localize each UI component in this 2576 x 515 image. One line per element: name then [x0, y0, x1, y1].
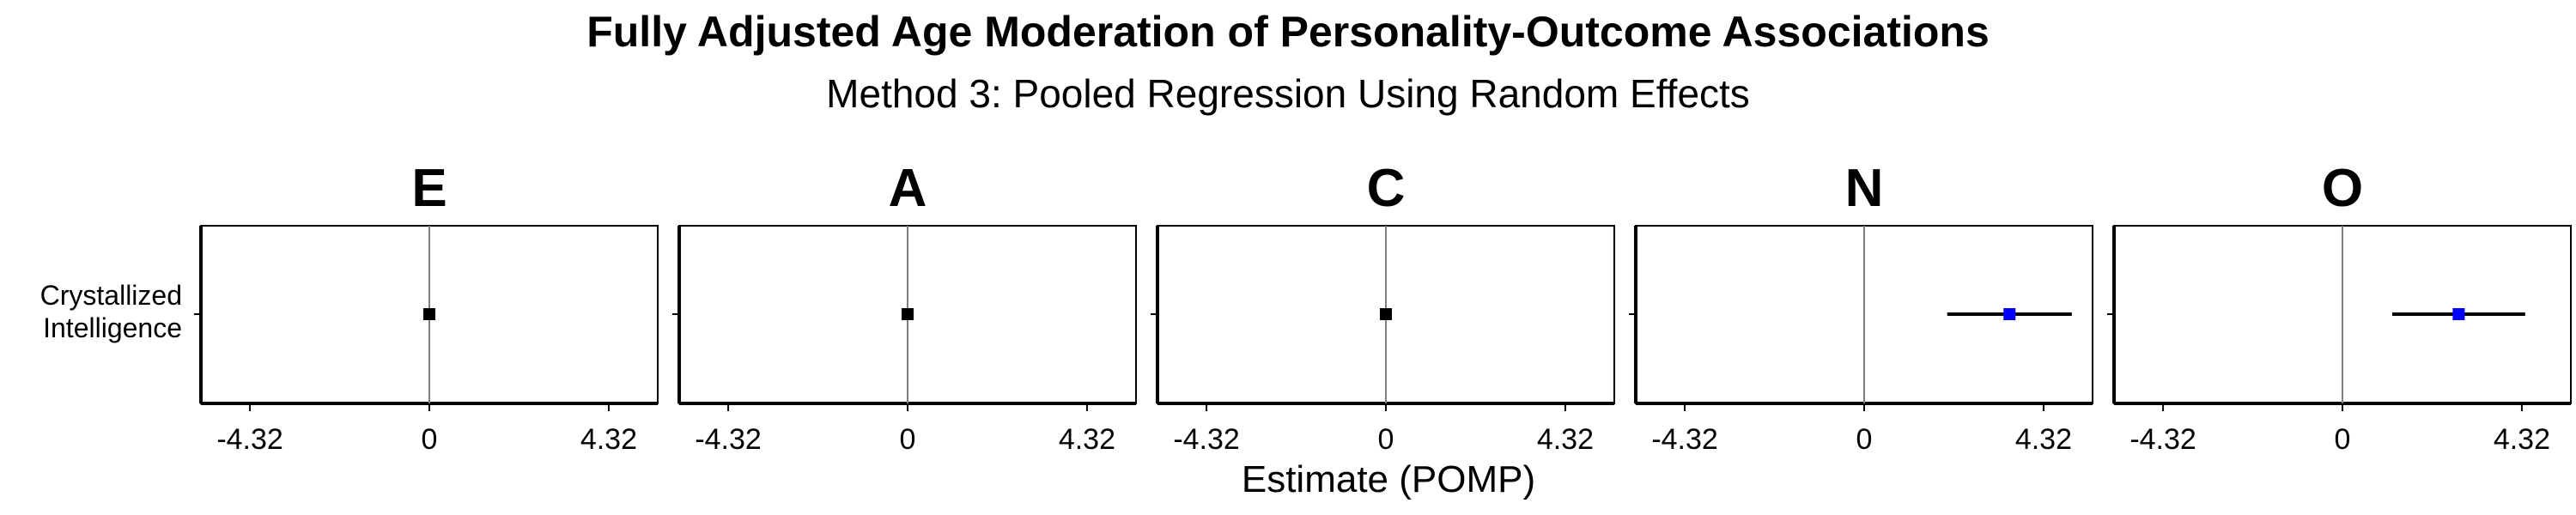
- x-tick-label-e-1: 0: [422, 423, 438, 456]
- x-tick-label-o-0: -4.32: [2129, 423, 2196, 456]
- x-tick-label-n-0: -4.32: [1651, 423, 1718, 456]
- facet-label-e: E: [411, 159, 447, 218]
- x-tick-label-a-0: -4.32: [695, 423, 762, 456]
- x-tick-label-n-1: 0: [1856, 423, 1873, 456]
- x-tick-label-a-2: 4.32: [1059, 423, 1115, 456]
- facet-label-o: O: [2322, 159, 2363, 218]
- point-estimate-c: [1380, 308, 1392, 320]
- x-tick-label-e-2: 4.32: [580, 423, 637, 456]
- x-tick-label-a-1: 0: [900, 423, 916, 456]
- chart-title: Fully Adjusted Age Moderation of Persona…: [586, 8, 1990, 56]
- point-estimate-a: [902, 308, 914, 320]
- x-tick-label-c-1: 0: [1378, 423, 1394, 456]
- x-tick-label-c-2: 4.32: [1537, 423, 1594, 456]
- point-estimate-e: [423, 308, 435, 320]
- point-estimate-n: [2003, 308, 2016, 320]
- chart-subtitle: Method 3: Pooled Regression Using Random…: [826, 71, 1750, 116]
- x-tick-label-c-0: -4.32: [1173, 423, 1240, 456]
- facet-label-c: C: [1367, 159, 1406, 218]
- x-tick-label-e-0: -4.32: [216, 423, 283, 456]
- y-category-label-line-1: Crystallized: [40, 280, 182, 311]
- x-tick-label-o-2: 4.32: [2494, 423, 2550, 456]
- x-tick-label-o-1: 0: [2335, 423, 2351, 456]
- x-axis-title: Estimate (POMP): [1242, 458, 1535, 500]
- x-tick-label-n-2: 4.32: [2015, 423, 2072, 456]
- point-estimate-o: [2452, 308, 2465, 320]
- y-category-label-line-2: Intelligence: [43, 312, 182, 343]
- facet-label-n: N: [1845, 159, 1884, 218]
- facet-label-a: A: [889, 159, 927, 218]
